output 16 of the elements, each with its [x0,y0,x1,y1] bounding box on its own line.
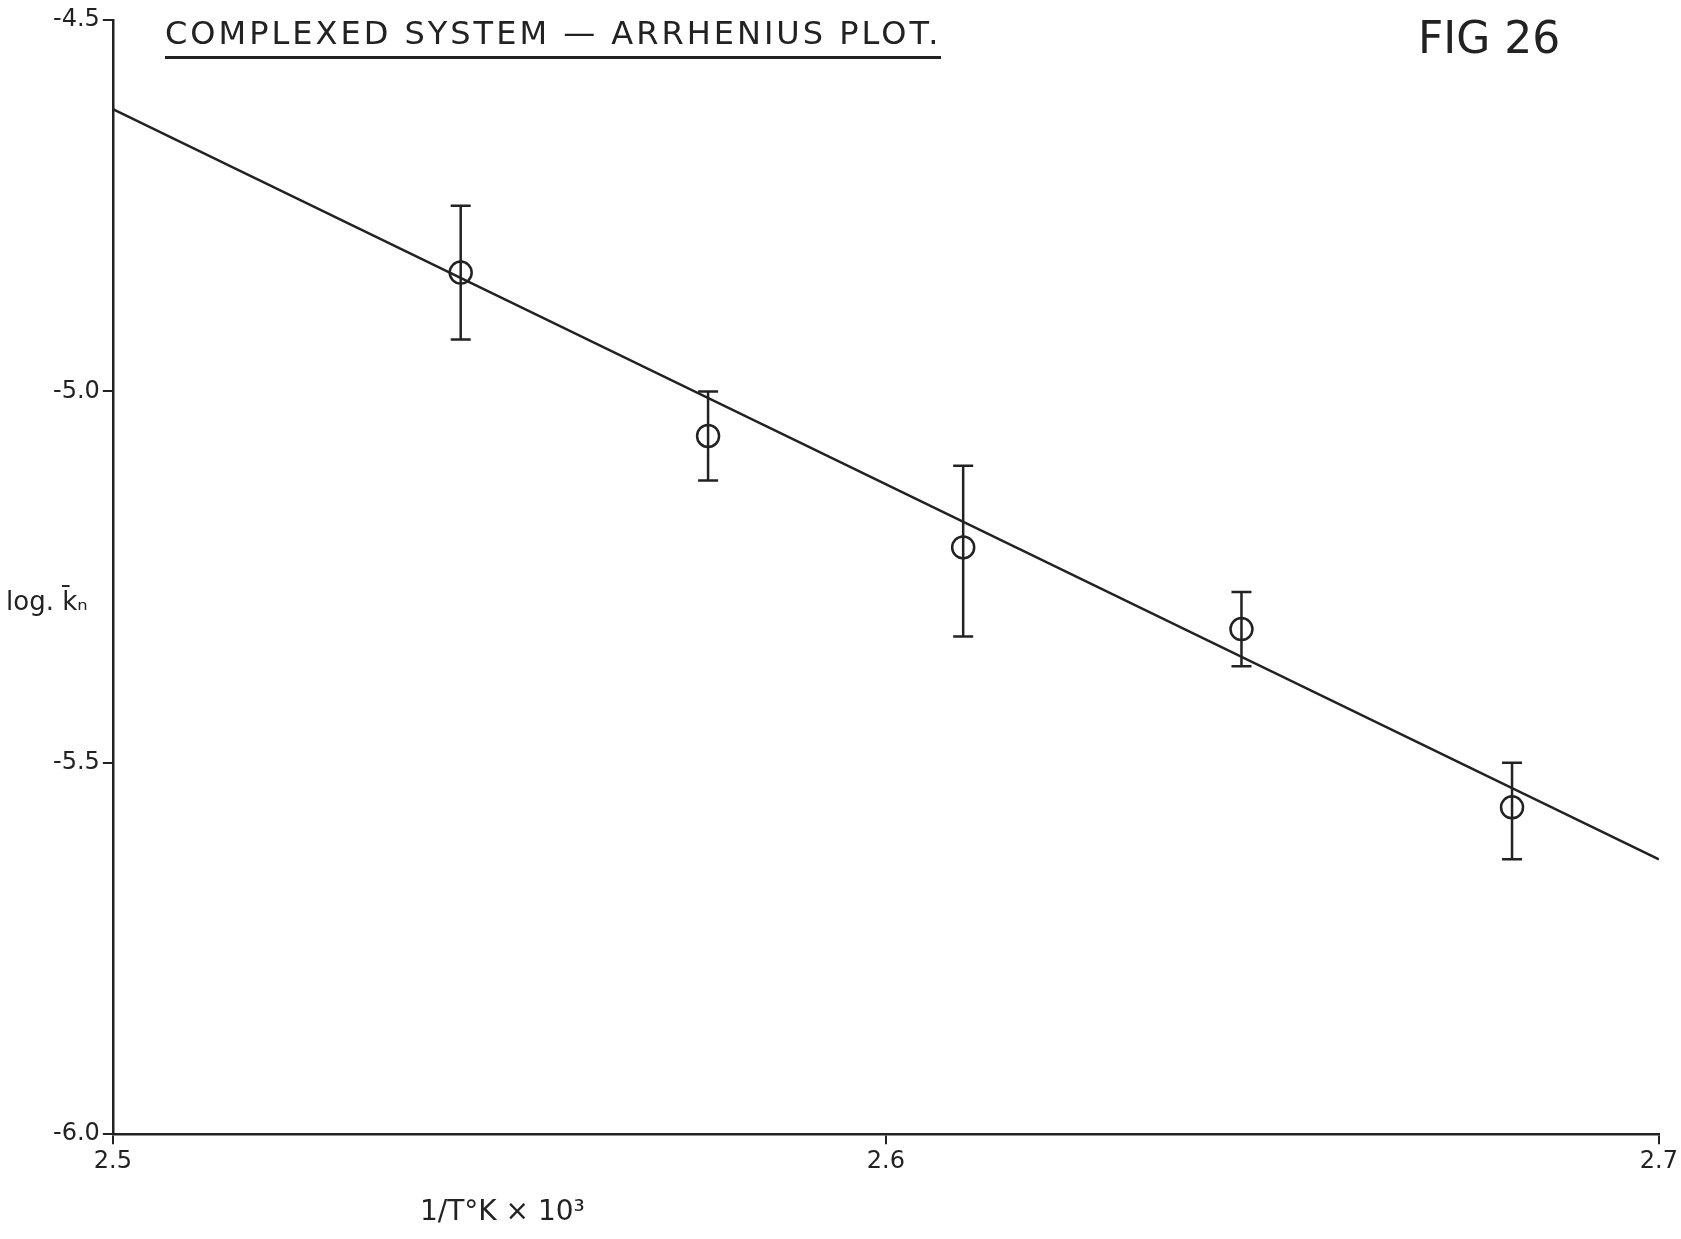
y-tick-label: -4.5 [53,4,100,33]
point [1229,616,1254,642]
x-tick-label: 2.5 [93,1145,132,1174]
chart-title: COMPLEXED SYSTEM — ARRHENIUS PLOT. [165,14,942,59]
point [1499,795,1525,820]
x-axis-title: 1/T°K × 10³ [420,1194,585,1227]
y-tick-label: -6.0 [53,1118,100,1147]
point [448,260,473,285]
point [950,535,976,560]
point [695,423,721,449]
annotation: FIG 26 [1418,12,1561,63]
y-axis-title: log. k̄ₙ [6,586,88,616]
y-tick-label: -5.5 [53,747,100,776]
x-tick-label: 2.6 [866,1145,905,1174]
x-tick-label: 2.7 [1639,1145,1678,1174]
y-tick-label: -5.0 [53,375,100,404]
